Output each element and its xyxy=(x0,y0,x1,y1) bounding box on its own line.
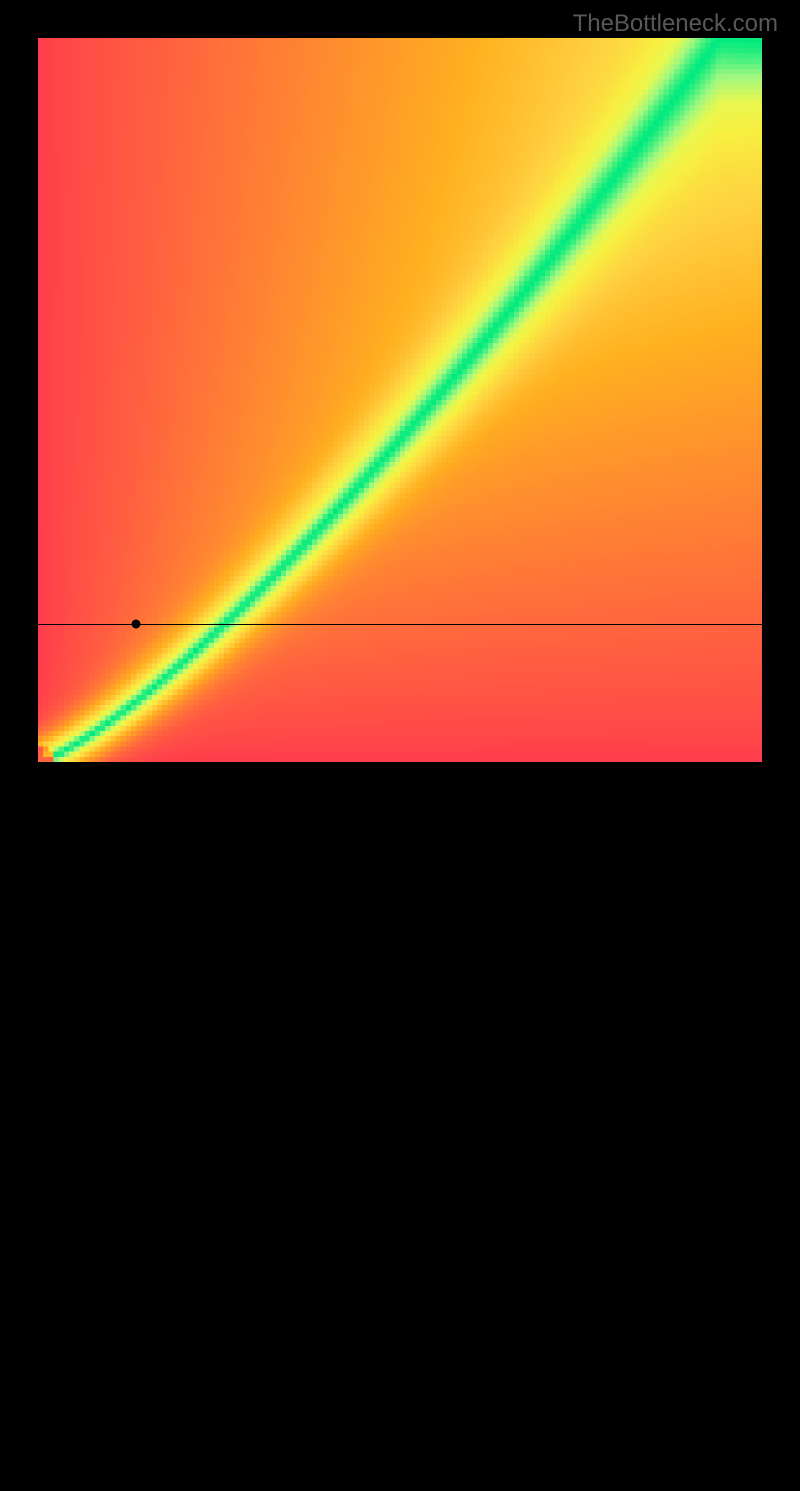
crosshair-vertical xyxy=(135,767,136,1491)
crosshair-marker xyxy=(131,620,140,629)
crosshair-horizontal xyxy=(38,624,762,625)
heatmap-plot xyxy=(38,38,762,762)
watermark-text: TheBottleneck.com xyxy=(573,10,778,38)
heatmap-canvas xyxy=(38,38,762,762)
